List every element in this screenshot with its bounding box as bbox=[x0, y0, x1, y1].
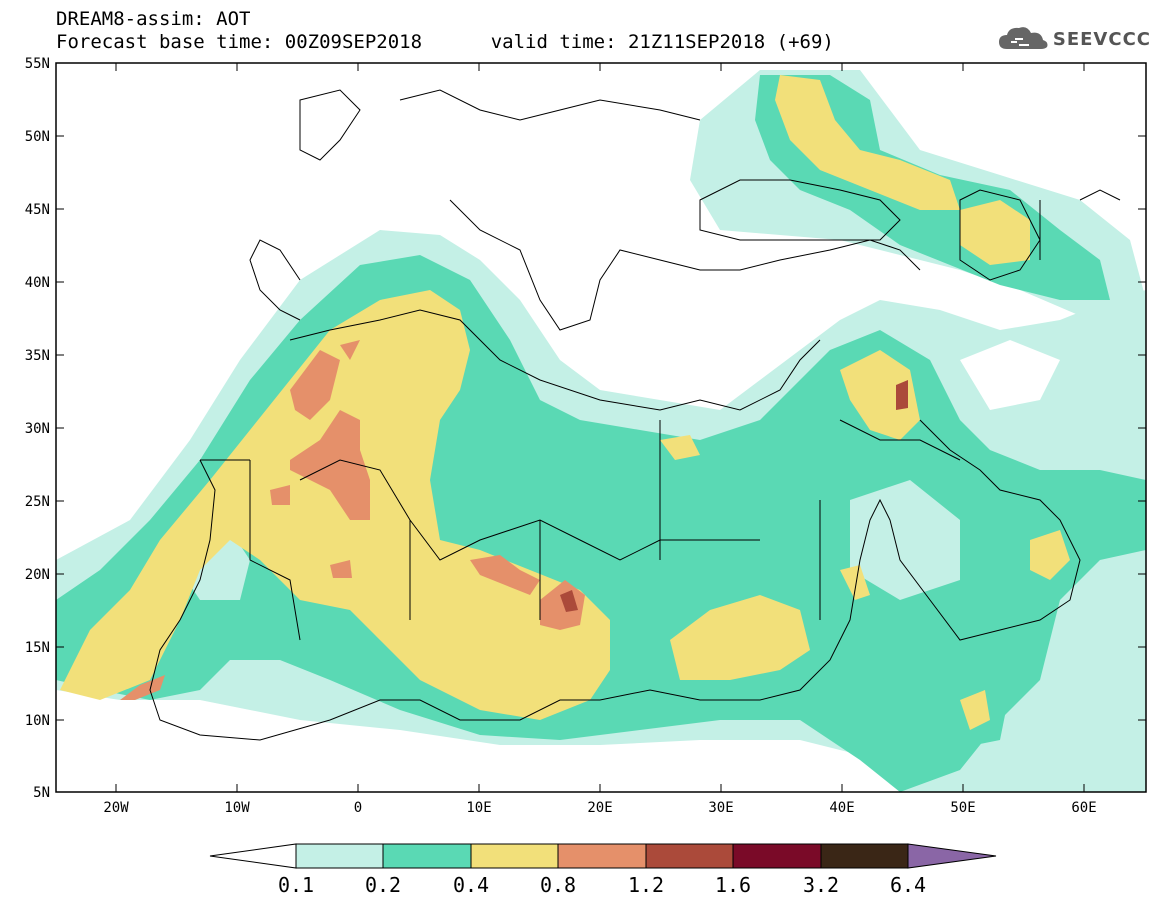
lat-label: 30N bbox=[25, 421, 50, 437]
lon-label: 20W bbox=[103, 800, 129, 816]
lon-label: 30E bbox=[708, 800, 733, 816]
lat-label: 35N bbox=[25, 348, 50, 364]
lat-label: 45N bbox=[25, 202, 50, 218]
colorbar-swatch-2 bbox=[470, 843, 559, 869]
seevccc-logo: SEEVCCC bbox=[997, 24, 1151, 54]
lat-label: 40N bbox=[25, 275, 50, 291]
lat-label: 15N bbox=[25, 640, 50, 656]
lat-label: 10N bbox=[25, 713, 50, 729]
colorbar-label: 0.1 bbox=[278, 873, 314, 897]
valid-time-label: valid time: 21Z11SEP2018 (+69) bbox=[490, 31, 834, 53]
colorbar-swatch-3 bbox=[557, 843, 647, 869]
latitude-labels: 55N 50N 45N 40N 35N 30N 25N 20N 15N 10N … bbox=[25, 56, 50, 801]
colorbar-over-arrow bbox=[907, 843, 997, 869]
colorbar-label: 1.6 bbox=[715, 873, 751, 897]
lat-label: 50N bbox=[25, 129, 50, 145]
aot-level-1.6 bbox=[560, 380, 908, 612]
lon-label: 0 bbox=[354, 800, 362, 816]
colorbar-label: 6.4 bbox=[890, 873, 926, 897]
lat-label: 55N bbox=[25, 56, 50, 72]
logo-text: SEEVCCC bbox=[1052, 28, 1151, 50]
colorbar-swatch-4 bbox=[645, 843, 734, 869]
colorbar-label: 0.8 bbox=[540, 873, 576, 897]
base-time-label: Forecast base time: 00Z09SEP2018 bbox=[56, 31, 423, 53]
colorbar-label: 0.2 bbox=[365, 873, 401, 897]
forecast-times: Forecast base time: 00Z09SEP2018 valid t… bbox=[56, 31, 834, 53]
lat-label: 25N bbox=[25, 494, 50, 510]
map-title: DREAM8-assim: AOT bbox=[56, 8, 251, 30]
cloud-logo-icon bbox=[998, 27, 1048, 49]
colorbar bbox=[209, 843, 997, 869]
colorbar-under-arrow bbox=[209, 843, 297, 869]
colorbar-label: 3.2 bbox=[803, 873, 839, 897]
lat-label: 20N bbox=[25, 567, 50, 583]
colorbar-label: 1.2 bbox=[628, 873, 664, 897]
lon-label: 50E bbox=[950, 800, 975, 816]
colorbar-swatch-5 bbox=[732, 843, 822, 869]
aot-level-0.8 bbox=[60, 75, 1070, 730]
lon-label: 20E bbox=[587, 800, 612, 816]
lat-label: 5N bbox=[33, 785, 50, 801]
colorbar-label: 0.4 bbox=[453, 873, 489, 897]
coastlines bbox=[149, 89, 1121, 741]
lon-label: 10E bbox=[466, 800, 491, 816]
lon-label: 10W bbox=[224, 800, 250, 816]
aot-field bbox=[56, 63, 1146, 792]
colorbar-labels: 0.1 0.2 0.4 0.8 1.2 1.6 3.2 6.4 bbox=[278, 873, 926, 897]
longitude-labels: 20W 10W 0 10E 20E 30E 40E 50E 60E bbox=[103, 800, 1096, 816]
colorbar-swatch-6 bbox=[820, 843, 909, 869]
lon-label: 60E bbox=[1071, 800, 1096, 816]
lon-label: 40E bbox=[829, 800, 854, 816]
axis-ticks bbox=[56, 62, 1146, 792]
colorbar-swatch-0 bbox=[295, 843, 384, 869]
colorbar-swatch-1 bbox=[382, 843, 472, 869]
